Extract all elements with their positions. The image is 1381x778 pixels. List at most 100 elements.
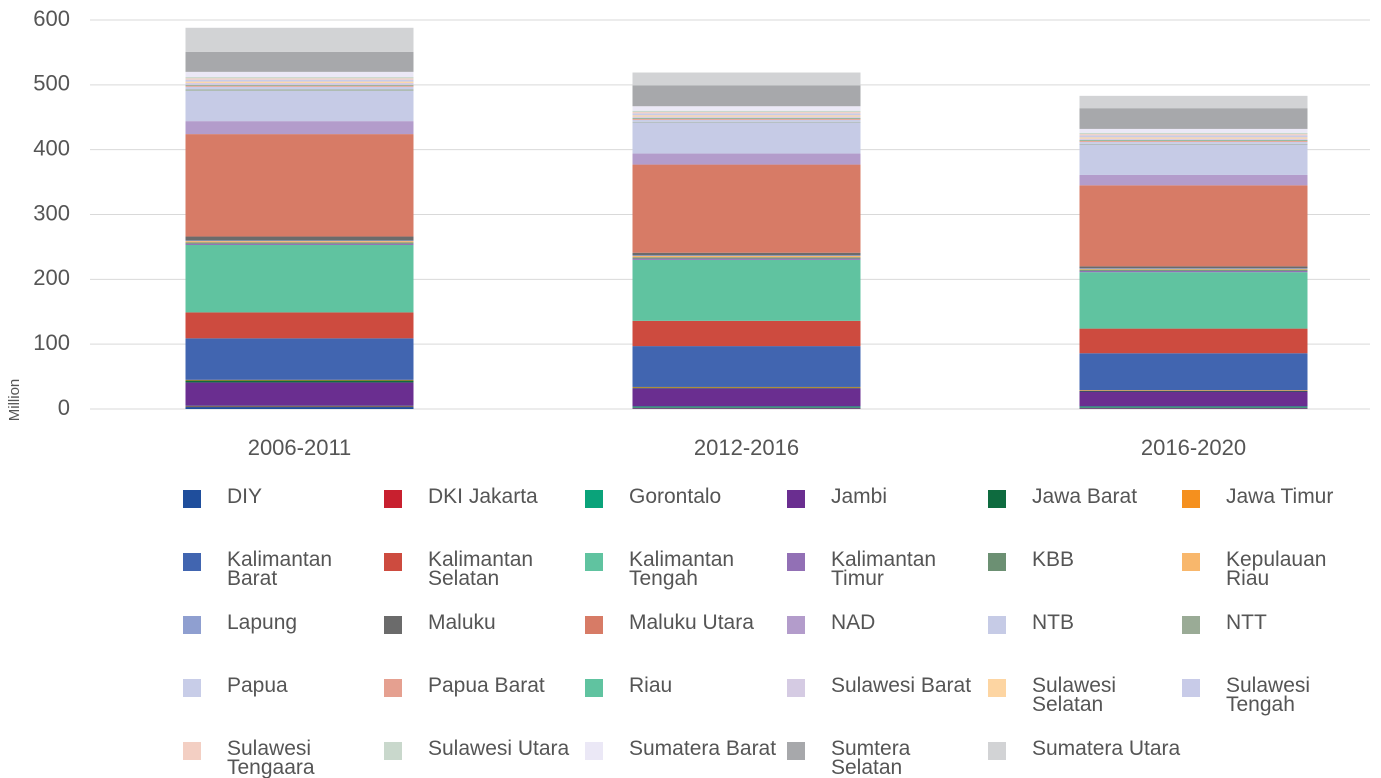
bar-segment: [185, 51, 414, 72]
bar-segment: [185, 405, 414, 407]
bar-segment: [632, 346, 861, 387]
bar-segment: [632, 110, 861, 113]
bar-segment: [185, 27, 414, 52]
bar-segment: [185, 312, 414, 339]
bar-segment: [1079, 266, 1308, 269]
bar-segment: [185, 242, 414, 244]
bar-segment: [632, 320, 861, 347]
bar-segment: [1079, 138, 1308, 140]
legend-swatch: [585, 553, 603, 571]
bar-segment: [1079, 135, 1308, 138]
bar-segment: [185, 77, 414, 79]
bar-segment: [632, 257, 861, 259]
legend-label: Papua: [227, 674, 288, 697]
legend-item: Sumtera Selatan: [787, 738, 981, 778]
legend-item: Sulawesi Selatan: [988, 674, 1182, 716]
legend-label: Maluku: [428, 611, 496, 634]
legend-swatch: [384, 490, 402, 508]
y-tick-label: 0: [58, 395, 70, 420]
legend-item: DIY: [183, 486, 377, 508]
legend-item: Kalimantan Timur: [787, 549, 981, 589]
bar-segment: [632, 406, 861, 408]
bar-segment: [632, 121, 861, 123]
bar-segment: [1079, 144, 1308, 175]
bar-segment: [632, 255, 861, 256]
bar-segment: [185, 379, 414, 381]
y-tick-label: 100: [33, 330, 70, 355]
bar-segment: [632, 122, 861, 154]
bar-segment: [632, 388, 861, 407]
bar-segment: [185, 82, 414, 85]
legend-label: Maluku Utara: [629, 611, 754, 634]
bar-segment: [1079, 143, 1308, 145]
bar-segment: [185, 241, 414, 243]
y-tick-label: 400: [33, 135, 70, 160]
legend-label: Riau: [629, 674, 673, 697]
legend-item: Jawa Timur: [1182, 486, 1336, 508]
y-axis-label: Million: [6, 379, 23, 422]
legend-swatch: [787, 742, 805, 760]
legend-swatch: [988, 679, 1006, 697]
legend-swatch: [384, 553, 402, 571]
bar-segment: [1079, 328, 1308, 354]
legend-item: Papua Barat: [384, 674, 578, 697]
legend-swatch: [988, 553, 1006, 571]
bar-segment: [185, 79, 414, 82]
legend-swatch: [988, 742, 1006, 760]
bar-segment: [632, 258, 861, 260]
bar-segment: [1079, 407, 1308, 409]
bar-segment: [632, 106, 861, 111]
legend-label: Sumatera Utara: [1032, 737, 1181, 760]
x-tick-label: 2016-2020: [1141, 435, 1246, 460]
legend-label: NTB: [1032, 611, 1074, 634]
legend-label: Jawa Barat: [1032, 485, 1138, 508]
bar-segment: [632, 119, 861, 122]
legend-label: Gorontalo: [629, 485, 722, 508]
legend-swatch: [787, 553, 805, 571]
y-tick-label: 300: [33, 200, 70, 225]
bar-segment: [185, 382, 414, 406]
legend-swatch: [384, 679, 402, 697]
legend-item: Sulawesi Barat: [787, 675, 981, 697]
bar-segment: [1079, 408, 1308, 409]
legend-label: Papua Barat: [428, 674, 545, 697]
bar-segment: [632, 153, 861, 165]
legend-label: Kalimantan Tengah: [629, 548, 735, 590]
bar-segment: [1079, 128, 1308, 133]
legend-label: KBB: [1032, 548, 1075, 571]
bar-segment: [1079, 140, 1308, 142]
legend-swatch: [988, 616, 1006, 634]
legend-label: Lapung: [227, 611, 298, 634]
bar-segment: [185, 134, 414, 237]
bar-segment: [1079, 137, 1308, 139]
bar-segment: [185, 121, 414, 135]
legend-swatch: [1182, 553, 1200, 571]
legend-swatch: [585, 616, 603, 634]
bar-segment: [632, 407, 861, 409]
bar-segment: [185, 240, 414, 242]
bar-segment: [1079, 108, 1308, 129]
bar-segment: [185, 244, 414, 313]
bar-segment: [1079, 185, 1308, 267]
bar-segment: [185, 407, 414, 409]
y-tick-label: 600: [33, 6, 70, 31]
legend-swatch: [1182, 679, 1200, 697]
legend-swatch: [183, 490, 201, 508]
bar-segment: [632, 72, 861, 86]
legend-label: Sulawesi Selatan: [1032, 674, 1117, 716]
legend-item: NTB: [988, 611, 1182, 634]
bar-segment: [632, 408, 861, 409]
bar-segment: [632, 85, 861, 107]
legend-swatch: [787, 490, 805, 508]
bar-segment: [632, 255, 861, 258]
bar-segment: [1079, 391, 1308, 407]
legend-item: Sulawesi Tengaara: [183, 738, 377, 778]
legend-label: Kalimantan Barat: [227, 548, 333, 590]
bar-segment: [185, 243, 414, 245]
legend-swatch: [183, 553, 201, 571]
bar-segment: [185, 71, 414, 78]
legend-swatch: [585, 679, 603, 697]
legend-label: Kalimantan Selatan: [428, 548, 534, 590]
legend-item: Jawa Barat: [988, 485, 1182, 508]
